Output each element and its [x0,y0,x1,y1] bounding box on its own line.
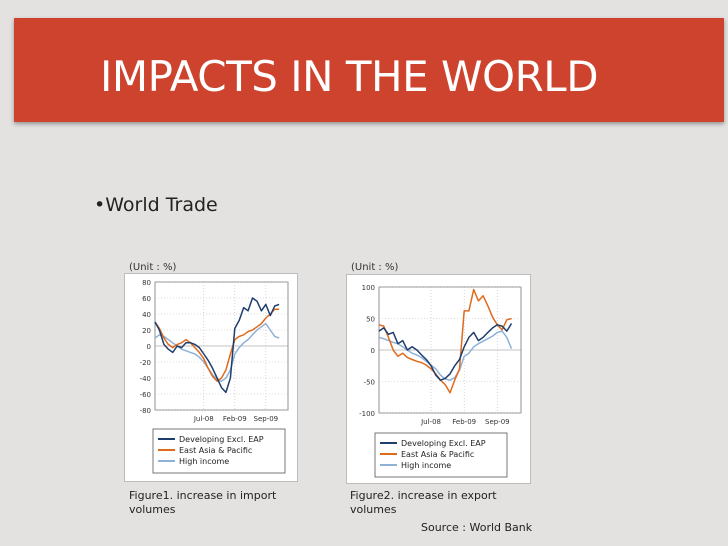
figure1-chart-svg: 80 60 40 20 0 -20 -40 -60 -80 Jul-08 Feb-09 Sep-09 D… [140,279,289,474]
legend-box [374,432,508,478]
series-line-developing-excl-eap [378,323,513,381]
figure2-caption: Figure2. increase in export volumes [350,489,497,517]
figure1-caption: Figure1. increase in import volumes [129,489,276,517]
y-tick-label: -50 [364,379,375,387]
y-tick-label: 60 [142,295,151,303]
legend-label: Developing Excl. EAP [179,435,264,444]
bullet-world-trade: •World Trade [94,194,218,216]
figure2-caption-line2: volumes [350,503,397,516]
x-tick-label: Sep-09 [254,415,279,423]
y-tick-label: -60 [140,391,151,399]
figure2-unit-label: (Unit : %) [351,262,399,273]
figure1-caption-line2: volumes [129,503,176,516]
series-line-east-asia-pacific [378,288,512,394]
legend-label: High income [401,461,451,470]
x-tick-label: Jul-08 [193,415,214,423]
figure1-import-chart: 80 60 40 20 0 -20 -40 -60 -80 Jul-08 Feb-09 Sep-09 D… [124,273,298,482]
y-tick-label: -40 [140,375,151,383]
series-line-east-asia-pacific [154,308,280,382]
x-tick-label: Jul-08 [420,418,441,426]
y-tick-label: 50 [366,316,375,324]
x-tick-label: Feb-09 [452,418,476,426]
legend-label: Developing Excl. EAP [401,439,486,448]
y-tick-label: 100 [362,284,375,292]
legend-label: High income [179,457,229,466]
slide-title: IMPACTS IN THE WORLD [100,52,599,101]
figure2-export-chart: 100 50 0 -50 -100 Jul-08 Feb-09 Sep-09 Developin… [346,274,531,484]
figure1-unit-label: (Unit : %) [129,262,177,273]
figure1-caption-line1: Figure1. increase in import [129,489,277,502]
x-tick-label: Sep-09 [485,418,510,426]
y-tick-label: 80 [142,279,151,287]
legend-label: East Asia & Pacific [179,446,252,455]
y-tick-label: -20 [140,359,151,367]
y-tick-label: 40 [142,311,151,319]
source-credit: Source : World Bank [421,521,533,534]
title-banner [14,18,724,122]
y-tick-label: -80 [140,407,151,415]
figure2-caption-line1: Figure2. increase in export [350,489,497,502]
figure2-chart-svg: 100 50 0 -50 -100 Jul-08 Feb-09 Sep-09 Developin… [359,284,522,478]
x-tick-label: Feb-09 [223,415,247,423]
series-line-developing-excl-eap [154,297,280,394]
y-tick-label: 0 [371,347,375,355]
y-tick-label: -100 [359,410,375,418]
y-tick-label: 0 [147,343,151,351]
legend-label: East Asia & Pacific [401,450,474,459]
y-tick-label: 20 [142,327,151,335]
